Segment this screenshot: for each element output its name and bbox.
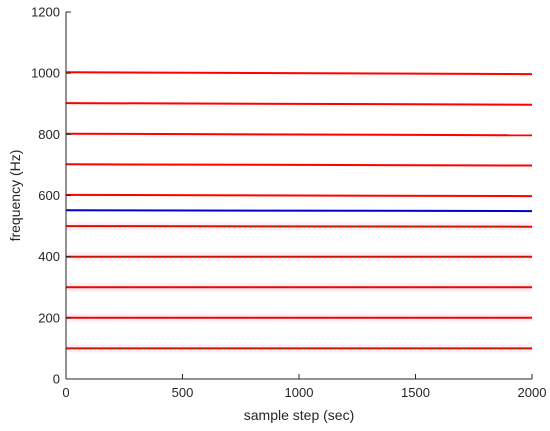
series-line-7: [65, 163, 533, 167]
x-tick-label-1500: 1500: [401, 385, 430, 400]
series-line-5: [65, 209, 533, 213]
y-tick-label-0: 0: [53, 372, 60, 387]
x-tick-label-0: 0: [62, 385, 69, 400]
y-tick-label-600: 600: [38, 188, 60, 203]
series-layer: [65, 71, 533, 350]
x-axis-label: sample step (sec): [244, 407, 354, 423]
y-ticks: 0 200 400 600 800 1000 1200: [31, 5, 71, 387]
series-line-8: [65, 132, 533, 137]
series-line-6: [65, 193, 533, 198]
x-tick-label-1000: 1000: [285, 385, 314, 400]
x-ticks: 0 500 1000 1500 2000: [62, 374, 546, 400]
x-tick-label-500: 500: [172, 385, 194, 400]
y-tick-label-1000: 1000: [31, 66, 60, 81]
y-tick-label-200: 200: [38, 310, 60, 325]
y-axis-label: frequency (Hz): [7, 150, 23, 242]
x-tick-label-2000: 2000: [518, 385, 547, 400]
series-line-9: [65, 102, 533, 106]
y-tick-label-400: 400: [38, 249, 60, 264]
series-line-10: [65, 71, 533, 76]
series-line-4: [65, 225, 533, 228]
y-tick-label-1200: 1200: [31, 5, 60, 20]
y-tick-label-800: 800: [38, 127, 60, 142]
